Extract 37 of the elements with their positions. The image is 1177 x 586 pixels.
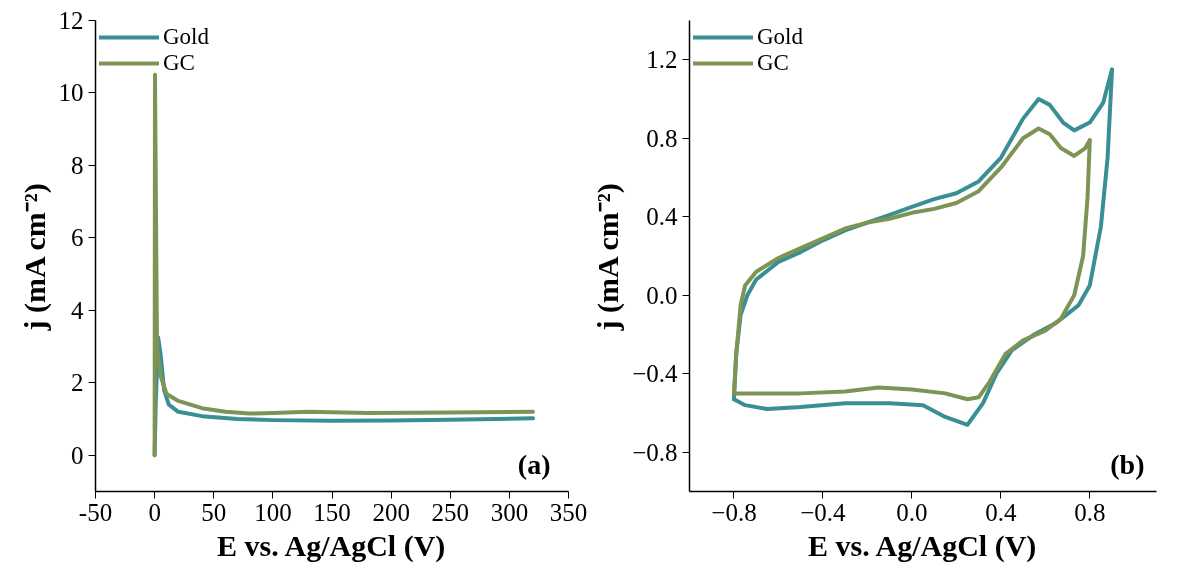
annotation: (b): [1110, 448, 1145, 480]
y-axis-title: j (mA cm⁻²): [17, 183, 52, 332]
x-tick-label: 350: [549, 498, 588, 526]
x-tick-label: 0.0: [896, 498, 928, 526]
legend-label: Gold: [757, 24, 803, 50]
y-tick-label: 8: [71, 151, 84, 179]
annotation: (a): [517, 448, 551, 480]
y-tick-label: 4: [71, 296, 84, 324]
y-tick-label: 12: [58, 7, 84, 34]
y-tick-label: −0.8: [632, 438, 678, 466]
x-tick-label: -50: [78, 498, 113, 526]
y-tick-label: 2: [71, 369, 84, 397]
x-tick-label: 50: [201, 498, 227, 526]
y-axis-title: j (mA cm⁻²): [591, 183, 626, 332]
legend-label: GC: [163, 50, 195, 76]
x-tick-label: 300: [490, 498, 529, 526]
x-tick-label: 0.4: [985, 498, 1017, 526]
y-tick-label: 0.8: [646, 124, 678, 152]
y-tick-label: 0: [71, 441, 84, 469]
legend-label: GC: [757, 50, 789, 76]
x-tick-label: −0.4: [800, 498, 847, 526]
x-tick-label: 100: [254, 498, 292, 526]
x-axis-title: E vs. Ag/AgCl (V): [217, 528, 446, 563]
y-tick-label: 0.4: [646, 203, 678, 231]
y-tick-label: −0.4: [632, 360, 678, 388]
x-tick-label: 0: [148, 498, 161, 526]
x-axis-title: E vs. Ag/AgCl (V): [808, 528, 1037, 563]
x-tick-label: −0.8: [711, 498, 757, 526]
legend-label: Gold: [163, 24, 209, 50]
y-tick-label: 6: [71, 224, 84, 252]
x-tick-label: 200: [372, 498, 410, 526]
x-tick-label: 250: [431, 498, 469, 526]
x-tick-label: 0.8: [1074, 498, 1106, 526]
x-tick-label: 150: [313, 498, 351, 526]
y-tick-label: 0.0: [646, 281, 678, 309]
y-tick-label: 1.2: [646, 46, 678, 74]
y-tick-label: 10: [58, 79, 84, 107]
